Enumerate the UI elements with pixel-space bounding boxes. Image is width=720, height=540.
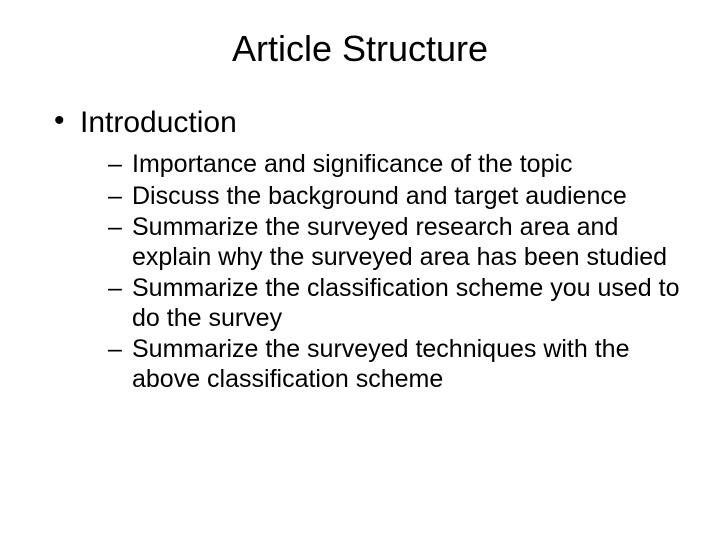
slide-container: Article Structure Introduction Importanc… [0, 0, 720, 540]
slide-title: Article Structure [36, 28, 684, 70]
bullet-level2-label: Summarize the surveyed techniques with t… [132, 335, 629, 393]
bullet-level2-item: Importance and significance of the topic [108, 150, 684, 180]
bullet-level2-item: Summarize the surveyed research area and… [108, 213, 684, 272]
bullet-list-level2: Importance and significance of the topic… [80, 150, 684, 394]
bullet-level2-label: Summarize the classification scheme you … [132, 274, 679, 332]
bullet-level2-item: Discuss the background and target audien… [108, 182, 684, 212]
bullet-level2-item: Summarize the surveyed techniques with t… [108, 335, 684, 394]
bullet-level1-item: Introduction Importance and significance… [54, 106, 684, 394]
bullet-level2-label: Discuss the background and target audien… [132, 182, 627, 210]
bullet-level2-label: Importance and significance of the topic [132, 150, 573, 178]
bullet-level1-label: Introduction [80, 106, 237, 139]
bullet-level2-item: Summarize the classification scheme you … [108, 274, 684, 333]
bullet-list-level1: Introduction Importance and significance… [36, 106, 684, 394]
bullet-level2-label: Summarize the surveyed research area and… [132, 213, 667, 271]
